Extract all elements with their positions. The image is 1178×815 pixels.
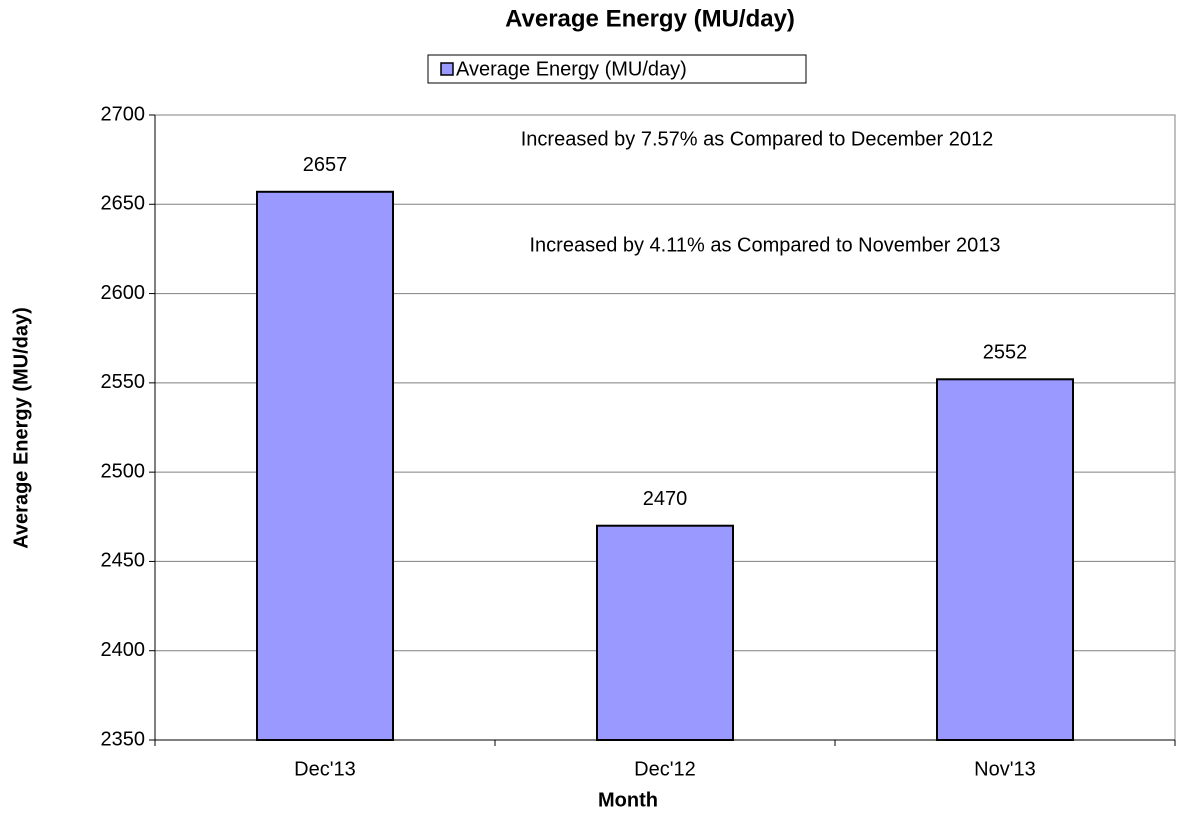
x-tick-label: Nov'13 (974, 758, 1036, 780)
y-axis-label: Average Energy (MU/day) (10, 307, 32, 549)
data-label: 2470 (643, 488, 688, 510)
y-tick-label: 2400 (101, 639, 146, 661)
chart-title: Average Energy (MU/day) (505, 5, 795, 32)
y-tick-label: 2600 (101, 282, 146, 304)
legend-box (427, 54, 807, 84)
x-axis-label: Month (598, 789, 658, 811)
y-tick-label: 2550 (101, 371, 146, 393)
y-tick-label: 2650 (101, 193, 146, 215)
data-label: 2552 (983, 342, 1028, 364)
data-label: 2657 (303, 154, 348, 176)
annotation: Increased by 4.11% as Compared to Novemb… (529, 234, 1000, 256)
y-tick-label: 2500 (101, 460, 146, 482)
bar (256, 190, 394, 742)
annotation: Increased by 7.57% as Compared to Decemb… (521, 128, 994, 150)
bar (936, 378, 1074, 741)
legend-label: Average Energy (MU/day) (456, 58, 687, 80)
y-tick-label: 2350 (101, 728, 146, 750)
y-tick-label: 2450 (101, 550, 146, 572)
x-tick-label: Dec'12 (634, 758, 696, 780)
legend-swatch (440, 62, 454, 76)
y-tick-label: 2700 (101, 103, 146, 125)
x-tick-label: Dec'13 (294, 758, 356, 780)
bar (596, 524, 734, 742)
